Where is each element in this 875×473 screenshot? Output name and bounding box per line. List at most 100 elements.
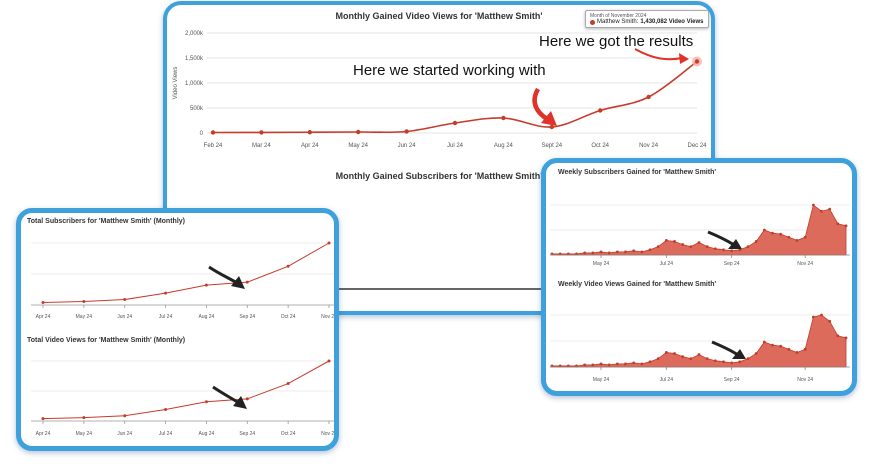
data-point xyxy=(648,248,652,252)
annotation-arrowhead xyxy=(231,276,245,289)
data-point xyxy=(844,336,848,340)
x-tick-label: Sep 24 xyxy=(724,261,740,267)
x-tick-label: Apr 24 xyxy=(36,314,51,320)
x-tick-label: Dec 24 xyxy=(687,143,707,149)
data-point xyxy=(640,362,644,366)
tooltip-date: Month of November 2024 xyxy=(590,13,647,19)
main-chart-svg: 0 500k 1,000k 1,500k 2,000k Video Views Feb 24… xyxy=(173,31,707,149)
data-point xyxy=(404,129,409,134)
data-point xyxy=(286,382,290,386)
tooltip-value: 1,430,082 Video Views xyxy=(640,19,704,25)
data-point xyxy=(762,340,766,344)
x-tick-label: Mar 24 xyxy=(252,143,271,149)
annotation-results: Here we got the results xyxy=(539,33,694,50)
data-point xyxy=(624,362,627,366)
data-point xyxy=(795,239,799,242)
annotation-arrow xyxy=(208,265,238,285)
data-point xyxy=(245,397,249,401)
data-point xyxy=(828,207,832,211)
weekly-video-views-chart: May 24 Jul 24 Sep 24 Nov 24 xyxy=(550,313,850,383)
data-point xyxy=(632,361,636,365)
data-point xyxy=(811,315,815,319)
data-point xyxy=(713,359,717,363)
data-point xyxy=(771,231,774,235)
data-point xyxy=(722,248,725,252)
chart-tooltip: Month of November 2024 Matthew Smith: 1,… xyxy=(585,10,709,28)
total-video-views-chart: Apr 24 May 24 Jun 24 Jul 24 Aug 24 Sep 24 Oct … xyxy=(31,359,334,437)
data-point xyxy=(664,351,668,354)
x-tick-label: Aug 24 xyxy=(494,143,514,149)
x-tick-label: Apr 24 xyxy=(36,431,51,437)
x-tick-label: Nov 24 xyxy=(321,314,334,320)
x-tick-label: Jun 24 xyxy=(117,431,132,437)
data-point xyxy=(836,334,840,338)
data-point xyxy=(697,241,701,244)
data-point xyxy=(82,300,86,304)
x-tick-label: Aug 24 xyxy=(198,314,214,320)
x-tick-label: May 24 xyxy=(593,261,610,267)
x-tick-label: Feb 24 xyxy=(204,143,223,149)
data-point xyxy=(689,357,693,361)
tooltip-label: Matthew Smith: xyxy=(597,19,639,25)
data-point xyxy=(591,363,595,367)
data-point xyxy=(664,239,668,242)
data-point xyxy=(787,235,791,239)
x-tick-label: May 24 xyxy=(76,314,93,320)
y-tick-label: 1,000k xyxy=(185,81,204,87)
x-tick-label: Nov 24 xyxy=(797,261,813,267)
data-point xyxy=(754,352,758,355)
data-point xyxy=(245,280,249,284)
results-arrow xyxy=(634,48,683,61)
x-tick-label: Jun 24 xyxy=(117,314,132,320)
data-point xyxy=(762,228,766,232)
x-tick-label: May 24 xyxy=(593,377,610,383)
data-point xyxy=(615,362,619,366)
data-point xyxy=(549,124,554,130)
data-point xyxy=(673,352,676,355)
data-point xyxy=(210,130,216,135)
y-tick-label: 1,500k xyxy=(185,56,204,62)
data-point xyxy=(599,362,603,366)
data-point xyxy=(41,417,45,421)
data-point xyxy=(591,251,595,255)
data-point xyxy=(746,245,750,249)
annotation-arrow xyxy=(711,340,739,357)
data-point xyxy=(327,359,331,363)
x-tick-label: May 24 xyxy=(76,431,93,437)
data-point xyxy=(681,243,685,246)
x-tick-label: Jul 24 xyxy=(660,377,674,383)
data-point xyxy=(648,360,652,364)
data-point xyxy=(820,313,823,317)
x-tick-label: Jul 24 xyxy=(159,431,173,437)
x-tick-label: Nov 24 xyxy=(321,431,334,437)
data-point xyxy=(607,363,611,367)
data-point xyxy=(811,203,815,207)
data-point xyxy=(164,407,168,411)
data-point xyxy=(779,344,783,348)
data-point xyxy=(771,343,774,347)
data-point xyxy=(452,120,458,126)
annotation-arrowhead xyxy=(728,239,742,249)
data-point xyxy=(583,363,587,367)
x-tick-label: Aug 24 xyxy=(198,431,214,437)
y-tick-label: 0 xyxy=(200,131,204,137)
data-point xyxy=(828,319,832,323)
data-point xyxy=(787,347,791,351)
data-point xyxy=(697,353,701,356)
data-point xyxy=(754,240,758,243)
data-point xyxy=(327,241,331,245)
data-point xyxy=(307,130,312,135)
x-tick-label: Jul 24 xyxy=(159,314,173,320)
x-tick-label: Jul 24 xyxy=(660,261,674,267)
data-point xyxy=(803,235,807,239)
data-point xyxy=(779,232,783,236)
data-point xyxy=(803,347,807,351)
results-arrowhead xyxy=(679,53,689,64)
data-point xyxy=(705,357,709,361)
data-point xyxy=(624,250,627,254)
total-video-views-title: Total Video Views for 'Matthew Smith' (M… xyxy=(27,337,186,344)
x-tick-label: Oct 24 xyxy=(281,431,296,437)
weekly-subscribers-title: Weekly Subscribers Gained for 'Matthew S… xyxy=(558,169,717,176)
weekly-video-views-title: Weekly Video Views Gained for 'Matthew S… xyxy=(558,281,717,288)
x-tick-label: Oct 24 xyxy=(591,143,609,149)
